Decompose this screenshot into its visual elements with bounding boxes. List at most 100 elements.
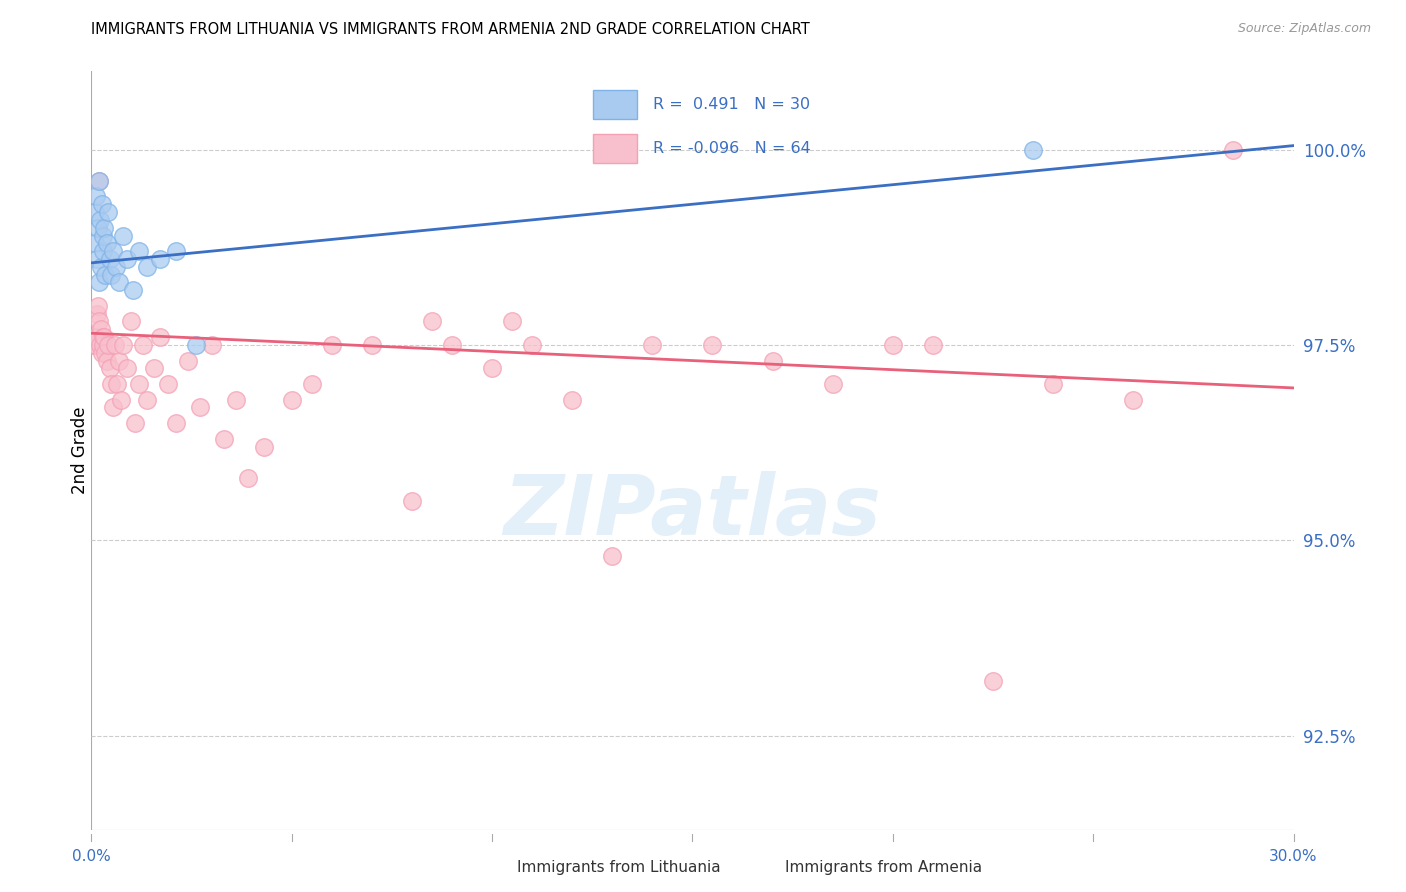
Point xyxy=(89,338,111,352)
Point xyxy=(301,377,323,392)
Point xyxy=(821,377,844,392)
Point xyxy=(136,260,159,274)
Point xyxy=(212,432,235,446)
Point xyxy=(201,338,224,352)
Point xyxy=(90,345,112,359)
Point xyxy=(84,205,107,219)
Point xyxy=(420,314,443,328)
Point xyxy=(762,353,785,368)
Point xyxy=(98,361,121,376)
Point xyxy=(520,338,543,352)
Point xyxy=(98,252,121,266)
Point xyxy=(89,212,111,227)
Point xyxy=(253,440,276,454)
Point xyxy=(89,276,111,290)
Point xyxy=(184,338,207,352)
Text: R =  0.491   N = 30: R = 0.491 N = 30 xyxy=(652,97,810,112)
Point xyxy=(84,338,107,352)
Point xyxy=(108,276,131,290)
Point xyxy=(112,228,135,243)
Point xyxy=(84,330,107,344)
Point xyxy=(94,268,117,282)
Point xyxy=(83,236,105,251)
Point xyxy=(156,377,179,392)
Point xyxy=(86,252,108,266)
Point xyxy=(441,338,464,352)
Point xyxy=(104,338,127,352)
Text: Immigrants from Lithuania: Immigrants from Lithuania xyxy=(517,860,721,874)
Point xyxy=(128,377,150,392)
Point xyxy=(90,322,112,336)
Point xyxy=(128,244,150,259)
Point xyxy=(641,338,664,352)
Point xyxy=(124,416,146,430)
Point xyxy=(117,361,139,376)
Point xyxy=(1122,392,1144,407)
Point xyxy=(107,377,129,392)
Text: 0.0%: 0.0% xyxy=(72,849,111,864)
Point xyxy=(97,205,120,219)
Point xyxy=(1222,143,1244,157)
Point xyxy=(602,549,624,563)
Point xyxy=(225,392,247,407)
Point xyxy=(91,330,114,344)
Point xyxy=(93,220,115,235)
Point xyxy=(100,377,122,392)
Point xyxy=(103,401,125,415)
Point xyxy=(236,471,259,485)
Point xyxy=(87,299,110,313)
Point xyxy=(93,228,115,243)
Point xyxy=(1042,377,1064,392)
Point xyxy=(1022,143,1045,157)
Point xyxy=(87,174,110,188)
Point xyxy=(90,260,112,274)
Point xyxy=(117,252,139,266)
Point xyxy=(882,338,904,352)
Point xyxy=(165,244,187,259)
Point xyxy=(142,361,165,376)
Text: ZIPatlas: ZIPatlas xyxy=(503,471,882,551)
Bar xyxy=(593,135,637,163)
Point xyxy=(321,338,343,352)
Point xyxy=(94,345,117,359)
Point xyxy=(981,674,1004,689)
Point xyxy=(165,416,187,430)
Point xyxy=(90,197,112,211)
Point xyxy=(87,314,110,328)
Text: 30.0%: 30.0% xyxy=(1270,849,1317,864)
Point xyxy=(93,330,115,344)
Point xyxy=(100,268,122,282)
Point xyxy=(96,353,118,368)
Point xyxy=(105,260,128,274)
Point xyxy=(110,392,132,407)
Point xyxy=(501,314,523,328)
Point xyxy=(112,338,135,352)
Point xyxy=(176,353,198,368)
Point xyxy=(132,338,155,352)
Point xyxy=(84,189,107,203)
Point xyxy=(136,392,159,407)
Point xyxy=(96,236,118,251)
Text: Immigrants from Armenia: Immigrants from Armenia xyxy=(785,860,981,874)
Point xyxy=(89,174,111,188)
Point xyxy=(148,330,170,344)
Text: IMMIGRANTS FROM LITHUANIA VS IMMIGRANTS FROM ARMENIA 2ND GRADE CORRELATION CHART: IMMIGRANTS FROM LITHUANIA VS IMMIGRANTS … xyxy=(91,22,810,37)
Bar xyxy=(593,90,637,119)
Text: Source: ZipAtlas.com: Source: ZipAtlas.com xyxy=(1237,22,1371,36)
Point xyxy=(108,353,131,368)
Point xyxy=(188,401,211,415)
Point xyxy=(91,244,114,259)
Point xyxy=(86,307,108,321)
Point xyxy=(87,220,110,235)
Point xyxy=(360,338,382,352)
Point xyxy=(281,392,304,407)
Point xyxy=(401,494,423,508)
Point xyxy=(97,338,120,352)
Point xyxy=(481,361,503,376)
Point xyxy=(702,338,724,352)
Point xyxy=(561,392,583,407)
Point xyxy=(93,338,115,352)
Point xyxy=(922,338,945,352)
Point xyxy=(148,252,170,266)
Point xyxy=(82,338,104,352)
